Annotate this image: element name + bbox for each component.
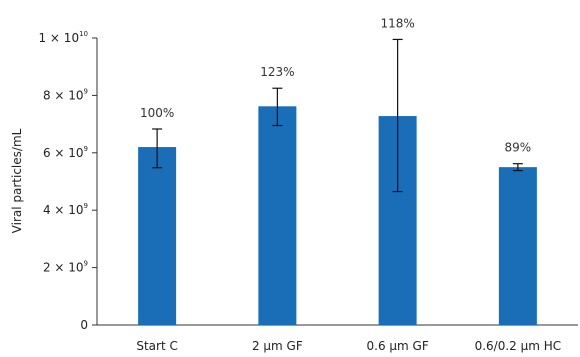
y-axis-title: Viral particles/mL	[10, 128, 24, 233]
error-bars	[152, 38, 523, 193]
y-tick-label: 0	[80, 318, 88, 332]
x-tick-label: 2 µm GF	[252, 339, 303, 353]
x-tick-label: Start C	[136, 339, 178, 353]
data-labels: 100% 123% 118% 89%	[140, 16, 531, 154]
x-tick-label: 0.6/0.2 µm HC	[475, 339, 562, 353]
bar	[498, 167, 537, 325]
y-tick-label: 4 × 109	[43, 202, 88, 217]
data-label: 118%	[380, 16, 414, 30]
bar	[138, 147, 177, 325]
x-tick-labels: Start C 2 µm GF 0.6 µm GF 0.6/0.2 µm HC	[136, 339, 561, 353]
y-tick-label: 2 × 109	[43, 260, 88, 275]
y-ticks: 0 2 × 109 4 × 109 6 × 109 8 × 109 1 × 1010	[38, 30, 97, 332]
y-tick-label: 1 × 1010	[38, 30, 88, 45]
data-label: 100%	[140, 106, 174, 120]
data-label: 123%	[260, 65, 294, 79]
y-tick-label: 6 × 109	[43, 145, 88, 160]
x-tick-label: 0.6 µm GF	[367, 339, 429, 353]
data-label: 89%	[505, 141, 532, 155]
bar	[258, 106, 297, 325]
axes	[96, 38, 578, 326]
bars	[138, 106, 537, 326]
y-tick-label: 8 × 109	[43, 87, 88, 102]
